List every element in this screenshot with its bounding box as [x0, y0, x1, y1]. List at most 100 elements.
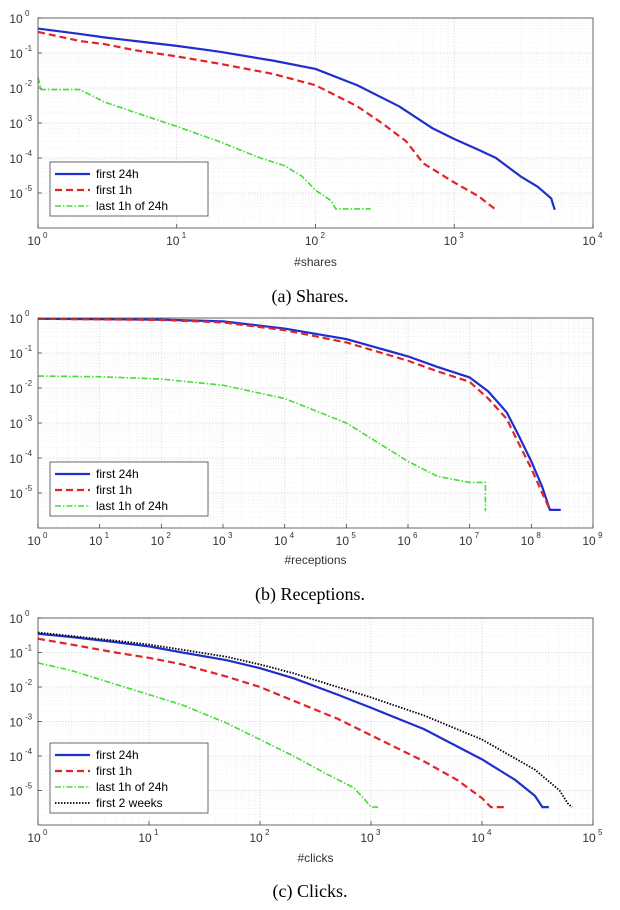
y-tick-label: 10 [9, 117, 23, 131]
legend-label-4: first 2 weeks [96, 796, 163, 810]
x-tick-exponent: 5 [598, 828, 603, 837]
x-axis-label: #clicks [297, 851, 333, 865]
x-tick-label: 10 [397, 534, 411, 548]
legend-label-3: last 1h of 24h [96, 780, 168, 794]
x-tick-label: 10 [89, 534, 103, 548]
x-tick-exponent: 3 [228, 531, 233, 540]
x-tick-exponent: 2 [321, 231, 326, 240]
y-tick-label: 10 [9, 152, 23, 166]
legend-label-2: first 1h [96, 183, 132, 197]
y-tick-exponent: -4 [25, 449, 33, 458]
y-tick-label: 10 [9, 647, 23, 661]
series-line-3 [38, 77, 371, 210]
y-tick-exponent: -3 [25, 114, 33, 123]
x-tick-label: 10 [336, 534, 350, 548]
series-group [38, 318, 561, 512]
x-tick-label: 10 [274, 534, 288, 548]
x-tick-label: 10 [582, 534, 596, 548]
series-line-3 [38, 662, 380, 808]
y-tick-exponent: -4 [25, 747, 33, 756]
y-tick-label: 10 [9, 785, 23, 799]
y-tick-label: 10 [9, 312, 23, 326]
legend-label-2: first 1h [96, 764, 132, 778]
x-tick-label: 10 [27, 234, 41, 248]
x-tick-label: 10 [249, 831, 263, 845]
y-tick-label: 10 [9, 47, 23, 61]
y-tick-exponent: -5 [25, 184, 33, 193]
y-tick-exponent: -3 [25, 414, 33, 423]
panel-caption: (b) Receptions. [255, 584, 365, 605]
series-group [38, 631, 573, 809]
x-tick-exponent: 0 [43, 828, 48, 837]
series-line-4 [38, 631, 573, 808]
grid-lines [37, 317, 594, 528]
x-tick-exponent: 4 [598, 231, 603, 240]
x-tick-exponent: 2 [265, 828, 270, 837]
legend-label-3: last 1h of 24h [96, 499, 168, 513]
x-tick-label: 10 [138, 831, 152, 845]
y-tick-exponent: -5 [25, 484, 33, 493]
x-tick-exponent: 6 [413, 531, 418, 540]
legend-label-1: first 24h [96, 167, 139, 181]
x-axis-label: #receptions [284, 553, 346, 567]
series-line-2 [38, 318, 551, 511]
x-tick-exponent: 2 [166, 531, 171, 540]
legend: first 24h first 1h last 1h of 24h first 2 w… [49, 742, 209, 814]
y-tick-exponent: 0 [25, 9, 30, 18]
series-group [38, 27, 556, 211]
x-tick-exponent: 4 [487, 828, 492, 837]
y-tick-exponent: -2 [25, 678, 33, 687]
y-tick-label: 10 [9, 417, 23, 431]
y-tick-label: 10 [9, 82, 23, 96]
chart-panel-1: 10 0 10 1 10 2 10 3 10 410 010 -110 -210 -310 -410 -5#s… [9, 9, 603, 307]
y-tick-exponent: -1 [25, 644, 33, 653]
x-tick-exponent: 8 [536, 531, 541, 540]
series-line-2 [38, 637, 505, 809]
legend-box [49, 161, 209, 217]
x-tick-label: 10 [459, 534, 473, 548]
x-tick-label: 10 [582, 831, 596, 845]
x-tick-exponent: 5 [351, 531, 356, 540]
x-axis-label: #shares [294, 255, 337, 269]
y-tick-label: 10 [9, 716, 23, 730]
x-tick-label: 10 [212, 534, 226, 548]
legend-box [49, 461, 209, 517]
x-tick-exponent: 9 [598, 531, 603, 540]
x-tick-label: 10 [582, 234, 596, 248]
x-tick-label: 10 [151, 534, 165, 548]
y-tick-exponent: -1 [25, 44, 33, 53]
legend: first 24h first 1h last 1h of 24h [49, 161, 209, 217]
panel-caption: (c) Clicks. [273, 881, 348, 902]
x-tick-exponent: 0 [43, 531, 48, 540]
series-line-1 [38, 632, 549, 809]
y-tick-exponent: -1 [25, 344, 33, 353]
legend-label-1: first 24h [96, 467, 139, 481]
x-tick-exponent: 1 [105, 531, 110, 540]
y-tick-label: 10 [9, 750, 23, 764]
x-tick-label: 10 [360, 831, 374, 845]
y-tick-exponent: -2 [25, 79, 33, 88]
x-tick-exponent: 1 [182, 231, 187, 240]
legend-label-1: first 24h [96, 748, 139, 762]
legend: first 24h first 1h last 1h of 24h [49, 461, 209, 517]
x-tick-exponent: 4 [290, 531, 295, 540]
y-tick-label: 10 [9, 347, 23, 361]
y-tick-label: 10 [9, 487, 23, 501]
x-tick-label: 10 [27, 534, 41, 548]
y-tick-label: 10 [9, 382, 23, 396]
x-tick-label: 10 [521, 534, 535, 548]
y-tick-exponent: -4 [25, 149, 33, 158]
y-tick-label: 10 [9, 12, 23, 26]
series-line-1 [38, 318, 561, 511]
legend-label-3: last 1h of 24h [96, 199, 168, 213]
legend-label-2: first 1h [96, 483, 132, 497]
y-tick-exponent: -5 [25, 782, 33, 791]
panel-caption: (a) Shares. [272, 286, 349, 307]
series-line-1 [38, 27, 556, 211]
series-line-3 [38, 375, 487, 512]
x-tick-exponent: 7 [475, 531, 480, 540]
y-tick-exponent: 0 [25, 309, 30, 318]
series-line-2 [38, 30, 497, 211]
x-tick-exponent: 3 [459, 231, 464, 240]
